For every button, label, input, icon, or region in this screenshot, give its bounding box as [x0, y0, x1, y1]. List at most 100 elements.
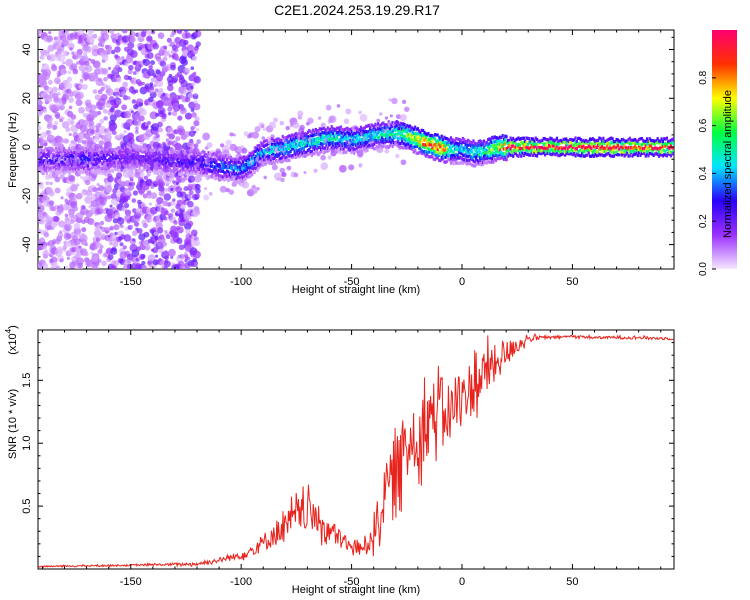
spectrogram-cell — [342, 150, 345, 155]
spectrogram-cell — [534, 136, 537, 140]
spectrogram-cell — [196, 159, 199, 163]
spectrogram-cell — [437, 146, 441, 150]
spectrogram-cell — [366, 130, 369, 134]
spectrogram-cell — [94, 75, 99, 79]
spectrogram-cell — [555, 149, 559, 153]
spectrogram-cell — [551, 152, 555, 156]
spectrogram-cell — [170, 162, 173, 166]
spectrogram-cell — [505, 146, 508, 151]
spectrogram-cell — [261, 152, 264, 156]
spectrogram-cell — [260, 124, 265, 128]
spectrogram-cell — [339, 147, 343, 151]
spectrogram-cell — [122, 163, 125, 167]
spectrogram-cell — [632, 149, 635, 154]
spectrogram-cell — [533, 139, 536, 143]
spectrogram-cell — [268, 148, 271, 152]
spectrogram-cell — [77, 149, 80, 153]
spectrogram-cell — [147, 254, 156, 262]
spectrogram-cell — [47, 152, 50, 156]
spectrogram-cell — [378, 141, 381, 146]
spectrogram-cell — [410, 125, 413, 130]
spectrogram-cell — [243, 169, 246, 173]
spectrogram-cell — [363, 143, 366, 147]
spectrogram-cell — [504, 155, 507, 159]
spectrogram-cell — [571, 138, 574, 142]
spectrogram-cell — [133, 152, 136, 157]
spectrogram-cell — [73, 146, 76, 151]
spectrogram-cell — [525, 148, 528, 152]
spectrogram-cell — [102, 108, 108, 114]
spectrogram-cell — [236, 160, 239, 164]
spectrogram-cell — [299, 124, 305, 131]
spectrogram-cell — [444, 151, 447, 156]
spectrogram-cell — [388, 140, 392, 144]
spectrogram-cell — [386, 144, 389, 149]
spectrogram-cell — [391, 139, 394, 143]
spectrogram-cell — [308, 152, 311, 156]
spectrogram-cell — [395, 132, 398, 136]
spectrogram-cell — [600, 150, 604, 154]
spectrogram-cell — [260, 149, 263, 153]
spectrogram-cell — [178, 170, 181, 174]
spectrogram-cell — [647, 139, 650, 143]
spectrogram-cell — [202, 155, 205, 159]
spectrogram-cell — [40, 163, 43, 167]
spectrogram-cell — [436, 139, 439, 143]
spectrogram-cell — [162, 156, 165, 160]
spectrogram-cell — [570, 140, 573, 144]
spectrogram-cell — [145, 153, 148, 157]
spectrogram-cell — [86, 166, 90, 171]
spectrogram-cell — [59, 174, 65, 180]
spectrogram-cell — [183, 152, 186, 156]
spectrogram-cell — [407, 136, 410, 141]
spectrogram-cell — [256, 168, 259, 172]
spectrogram-cell — [60, 148, 63, 152]
spectrogram-cell — [220, 169, 223, 173]
spectrogram-cell — [476, 142, 479, 146]
spectrogram-cell — [512, 140, 515, 144]
spectrogram-cell — [290, 139, 294, 143]
spectrogram-cell — [229, 164, 233, 168]
spectrogram-cell — [363, 126, 366, 130]
spectrogram-cell — [102, 170, 105, 174]
spectrogram-cell — [126, 126, 131, 131]
spectrogram-cell — [343, 132, 347, 136]
spectrogram-cell — [645, 146, 649, 150]
spectrogram-cell — [84, 242, 88, 247]
spectrogram-cell — [355, 149, 358, 153]
spectrogram-cell — [117, 168, 120, 172]
spectrogram-cell — [433, 157, 437, 162]
spectrogram-cell — [55, 136, 64, 144]
spectrogram-cell — [48, 190, 55, 197]
spectrogram-cell — [550, 144, 553, 148]
spectrogram-cell — [587, 148, 590, 152]
spectrogram-cell — [308, 129, 311, 133]
spectrogram-cell — [68, 105, 73, 110]
spectrogram-cell — [288, 158, 291, 163]
spectrogram-cell — [664, 141, 667, 146]
spectrogram-cell — [119, 62, 123, 66]
spectrogram-cell — [43, 232, 50, 238]
spectrogram-cell — [586, 153, 589, 157]
spectrogram-cell — [127, 170, 136, 179]
spectrogram-cell — [406, 128, 409, 133]
spectrogram-cell — [84, 64, 93, 73]
spectrogram-cell — [479, 156, 482, 160]
spectrogram-cell — [171, 154, 174, 158]
spectrogram-cell — [125, 164, 128, 169]
spectrogram-cell — [431, 134, 434, 138]
spectrogram-cell — [154, 235, 159, 241]
spectrogram-cell — [161, 172, 164, 176]
spectrogram-cell — [69, 47, 73, 51]
spectrogram-cell — [115, 74, 120, 79]
spectrogram-cell — [460, 144, 463, 148]
spectrogram-cell — [206, 163, 209, 167]
spectrogram-cell — [152, 43, 159, 50]
spectrogram-cell — [166, 171, 169, 175]
spectrogram-cell — [158, 147, 161, 151]
spectrogram-cell — [119, 160, 123, 165]
spectrogram-cell — [668, 139, 671, 143]
spectrogram-cell — [239, 156, 242, 160]
spectrogram-cell — [420, 149, 423, 153]
spectrogram-cell — [350, 140, 353, 145]
